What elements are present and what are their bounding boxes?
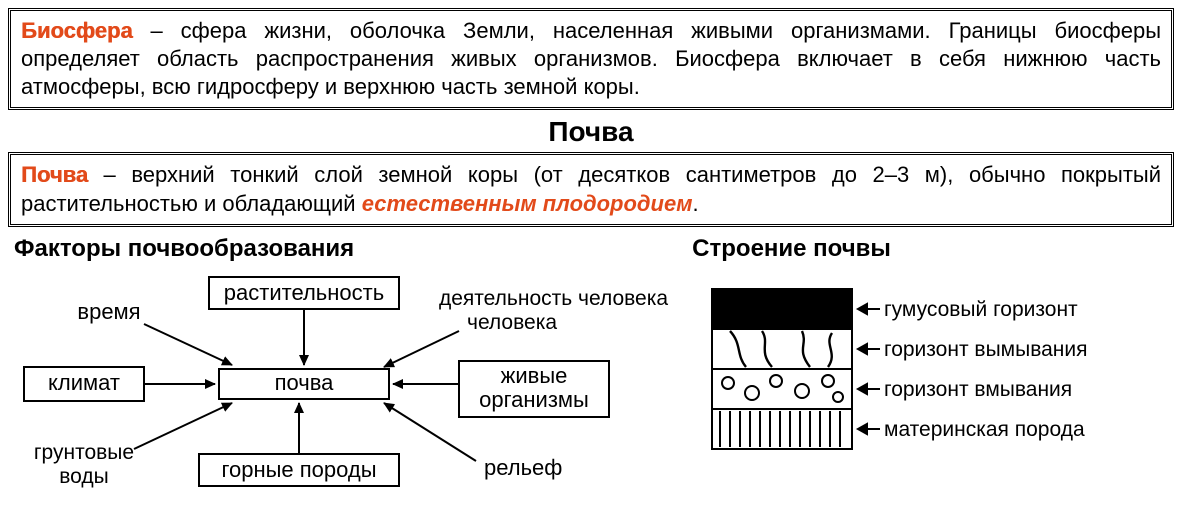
label-parent: материнская порода bbox=[884, 418, 1085, 441]
label-leaching: горизонт вымывания bbox=[884, 338, 1088, 361]
layer-humus bbox=[712, 289, 852, 329]
factors-block: Факторы почвообразования почва раститель… bbox=[6, 235, 682, 499]
factors-heading: Факторы почвообразования bbox=[14, 235, 682, 263]
center-label: почва bbox=[275, 370, 335, 395]
columns: Факторы почвообразования почва раститель… bbox=[6, 235, 1176, 499]
def-biosphere-text: – сфера жизни, оболочка Земли, населенна… bbox=[21, 18, 1161, 99]
node-ground-l2: воды bbox=[59, 465, 109, 488]
node-relief: рельеф bbox=[484, 455, 562, 480]
definition-soil: Почва – верхний тонкий слой земной коры … bbox=[8, 152, 1174, 226]
definition-biosphere: Биосфера – сфера жизни, оболочка Земли, … bbox=[8, 8, 1174, 110]
term-biosphere: Биосфера bbox=[21, 18, 133, 43]
term-soil: Почва bbox=[21, 162, 88, 187]
page: Биосфера – сфера жизни, оболочка Земли, … bbox=[0, 0, 1182, 532]
node-climate: климат bbox=[48, 370, 120, 395]
node-organisms-l1: живые bbox=[501, 363, 568, 388]
label-illuvial: горизонт вмывания bbox=[884, 378, 1072, 401]
main-heading: Почва bbox=[6, 116, 1176, 148]
structure-diagram: гумусовый горизонт горизонт вымывания го… bbox=[692, 269, 1162, 479]
node-human-l1: деятельность человека bbox=[439, 287, 668, 310]
def-soil-em: естественным плодородием bbox=[362, 191, 693, 216]
node-human-l2: человека bbox=[467, 311, 557, 334]
def-soil-text-2: . bbox=[692, 191, 698, 216]
structure-block: Строение почвы bbox=[682, 235, 1176, 499]
node-ground-l1: грунтовые bbox=[34, 441, 134, 464]
node-rocks: горные породы bbox=[221, 457, 376, 482]
node-vegetation: растительность bbox=[224, 280, 384, 305]
label-humus: гумусовый горизонт bbox=[884, 298, 1078, 321]
structure-heading: Строение почвы bbox=[692, 235, 1176, 263]
node-organisms-l2: организмы bbox=[479, 387, 589, 412]
factors-diagram: почва растительность время деятельность … bbox=[14, 269, 674, 499]
node-time: время bbox=[77, 299, 140, 324]
